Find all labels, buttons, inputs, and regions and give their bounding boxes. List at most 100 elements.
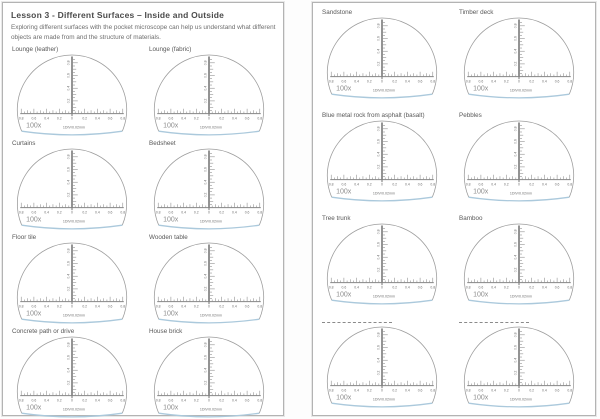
svg-text:0.8: 0.8 [120, 399, 125, 403]
svg-text:0.4: 0.4 [491, 80, 496, 84]
svg-text:100x: 100x [336, 85, 352, 92]
svg-text:0.4: 0.4 [376, 49, 380, 54]
microscope-view: 0.8 0.6 0.4 0.2 0 0.2 0.4 0.6 0.8 0.2 0.4 0.6 0.8 100… [322, 120, 442, 205]
svg-text:0.2: 0.2 [367, 80, 372, 84]
svg-text:100x: 100x [26, 404, 42, 411]
svg-text:0.4: 0.4 [44, 305, 49, 309]
svg-text:0.2: 0.2 [504, 183, 509, 187]
svg-text:0.8: 0.8 [120, 117, 125, 121]
svg-text:0.4: 0.4 [181, 399, 186, 403]
surface-label: Wooden table [149, 234, 188, 241]
svg-text:0.8: 0.8 [329, 286, 334, 290]
svg-text:1DIV/0.02mm: 1DIV/0.02mm [510, 89, 532, 93]
surface-label: Lounge (fabric) [149, 46, 192, 53]
svg-text:100x: 100x [473, 291, 489, 298]
svg-text:0.6: 0.6 [342, 80, 347, 84]
svg-text:0.8: 0.8 [329, 183, 334, 187]
microscope-view: 0.8 0.6 0.4 0.2 0 0.2 0.4 0.6 0.8 0.2 0.4 0.6 0.8 100… [322, 223, 442, 308]
svg-text:0.6: 0.6 [108, 117, 113, 121]
svg-text:0.6: 0.6 [169, 399, 174, 403]
svg-text:0.6: 0.6 [376, 36, 380, 41]
svg-text:1DIV/0.02mm: 1DIV/0.02mm [510, 398, 532, 402]
cell-lounge-leather: Lounge (leather) 0.8 0.6 0.4 0.2 0 0.2 0.4 0.6 0… [7, 46, 144, 139]
svg-text:0.6: 0.6 [245, 399, 250, 403]
svg-text:0.2: 0.2 [82, 399, 87, 403]
svg-text:0.4: 0.4 [513, 358, 517, 363]
svg-text:0.2: 0.2 [367, 389, 372, 393]
svg-text:0.6: 0.6 [479, 389, 484, 393]
svg-text:0.2: 0.2 [57, 399, 62, 403]
svg-text:0.4: 0.4 [405, 286, 410, 290]
surface-label: Pebbles [459, 112, 482, 119]
svg-text:0.2: 0.2 [203, 286, 207, 291]
svg-text:0: 0 [381, 389, 383, 393]
page-header: Lesson 3 - Different Surfaces – Inside a… [3, 3, 283, 42]
svg-text:0.4: 0.4 [491, 286, 496, 290]
svg-text:0.8: 0.8 [329, 389, 334, 393]
microscope-view: 0.8 0.6 0.4 0.2 0 0.2 0.4 0.6 0.8 0.2 0.4 0.6 0.8 100… [322, 326, 442, 411]
svg-text:0: 0 [381, 286, 383, 290]
svg-text:0.2: 0.2 [513, 61, 517, 66]
svg-text:0.8: 0.8 [120, 305, 125, 309]
svg-text:0.2: 0.2 [82, 305, 87, 309]
svg-text:0.2: 0.2 [529, 80, 534, 84]
svg-text:0.4: 0.4 [203, 274, 207, 279]
page-subtitle: Exploring different surfaces with the po… [11, 24, 276, 41]
svg-text:0.2: 0.2 [529, 389, 534, 393]
svg-text:0.6: 0.6 [203, 261, 207, 266]
svg-text:0.8: 0.8 [203, 248, 207, 253]
svg-text:1DIV/0.02mm: 1DIV/0.02mm [510, 295, 532, 299]
svg-text:0.8: 0.8 [430, 80, 435, 84]
svg-text:0.2: 0.2 [194, 211, 199, 215]
svg-text:0.2: 0.2 [392, 80, 397, 84]
svg-text:0.2: 0.2 [367, 286, 372, 290]
svg-text:0.2: 0.2 [504, 80, 509, 84]
svg-text:0.2: 0.2 [219, 211, 224, 215]
svg-text:0.8: 0.8 [156, 117, 161, 121]
svg-text:0.6: 0.6 [376, 345, 380, 350]
page-right: Sandstone 0.8 0.6 0.4 0.2 0 0.2 0.4 0.6 0.8 0.2 0.… [312, 2, 596, 416]
svg-text:0.6: 0.6 [169, 211, 174, 215]
cell-house-brick: House brick 0.8 0.6 0.4 0.2 0 0.2 0.4 0.6 0.8 0.2… [144, 328, 281, 419]
svg-text:0.4: 0.4 [542, 389, 547, 393]
svg-text:0.6: 0.6 [66, 261, 70, 266]
svg-text:0.4: 0.4 [181, 117, 186, 121]
svg-text:0.6: 0.6 [342, 389, 347, 393]
cell-floor-tile: Floor tile 0.8 0.6 0.4 0.2 0 0.2 0.4 0.6 0.8 0.2 0… [7, 234, 144, 327]
svg-text:1DIV/0.02mm: 1DIV/0.02mm [200, 408, 222, 412]
svg-text:0.2: 0.2 [392, 183, 397, 187]
svg-text:0.8: 0.8 [466, 286, 471, 290]
svg-text:100x: 100x [26, 122, 42, 129]
svg-text:0.2: 0.2 [203, 380, 207, 385]
svg-text:0.6: 0.6 [513, 242, 517, 247]
svg-text:0.4: 0.4 [354, 80, 359, 84]
svg-text:100x: 100x [26, 216, 42, 223]
svg-text:1DIV/0.02mm: 1DIV/0.02mm [373, 192, 395, 196]
svg-text:0.8: 0.8 [376, 23, 380, 28]
cell-bamboo: Bamboo 0.8 0.6 0.4 0.2 0 0.2 0.4 0.6 0.8 0.2 0.4 0.… [454, 215, 591, 309]
svg-text:0.2: 0.2 [66, 286, 70, 291]
svg-text:0.6: 0.6 [555, 286, 560, 290]
svg-text:0.4: 0.4 [66, 274, 70, 279]
svg-text:0.8: 0.8 [66, 342, 70, 347]
svg-text:0.2: 0.2 [392, 286, 397, 290]
svg-text:0: 0 [381, 80, 383, 84]
cell-wooden-table: Wooden table 0.8 0.6 0.4 0.2 0 0.2 0.4 0.6 0.8 0.… [144, 234, 281, 327]
svg-text:0.6: 0.6 [479, 80, 484, 84]
svg-text:0.4: 0.4 [232, 117, 237, 121]
svg-text:0.4: 0.4 [66, 180, 70, 185]
svg-text:1DIV/0.02mm: 1DIV/0.02mm [373, 398, 395, 402]
svg-text:0.4: 0.4 [95, 117, 100, 121]
svg-text:0.8: 0.8 [156, 399, 161, 403]
svg-text:0.4: 0.4 [513, 49, 517, 54]
microscope-view: 0.8 0.6 0.4 0.2 0 0.2 0.4 0.6 0.8 0.2 0.4 0.6 0.8 100… [459, 326, 579, 411]
svg-text:0.8: 0.8 [430, 389, 435, 393]
svg-text:1DIV/0.02mm: 1DIV/0.02mm [63, 314, 85, 318]
microscope-view: 0.8 0.6 0.4 0.2 0 0.2 0.4 0.6 0.8 0.2 0.4 0.6 0.8 100… [12, 54, 132, 139]
svg-text:0.4: 0.4 [354, 286, 359, 290]
cell-sandstone: Sandstone 0.8 0.6 0.4 0.2 0 0.2 0.4 0.6 0.8 0.2 0.… [317, 9, 454, 103]
surface-label: Bedsheet [149, 140, 176, 147]
surface-label: Sandstone [322, 9, 353, 16]
svg-text:0.4: 0.4 [203, 86, 207, 91]
